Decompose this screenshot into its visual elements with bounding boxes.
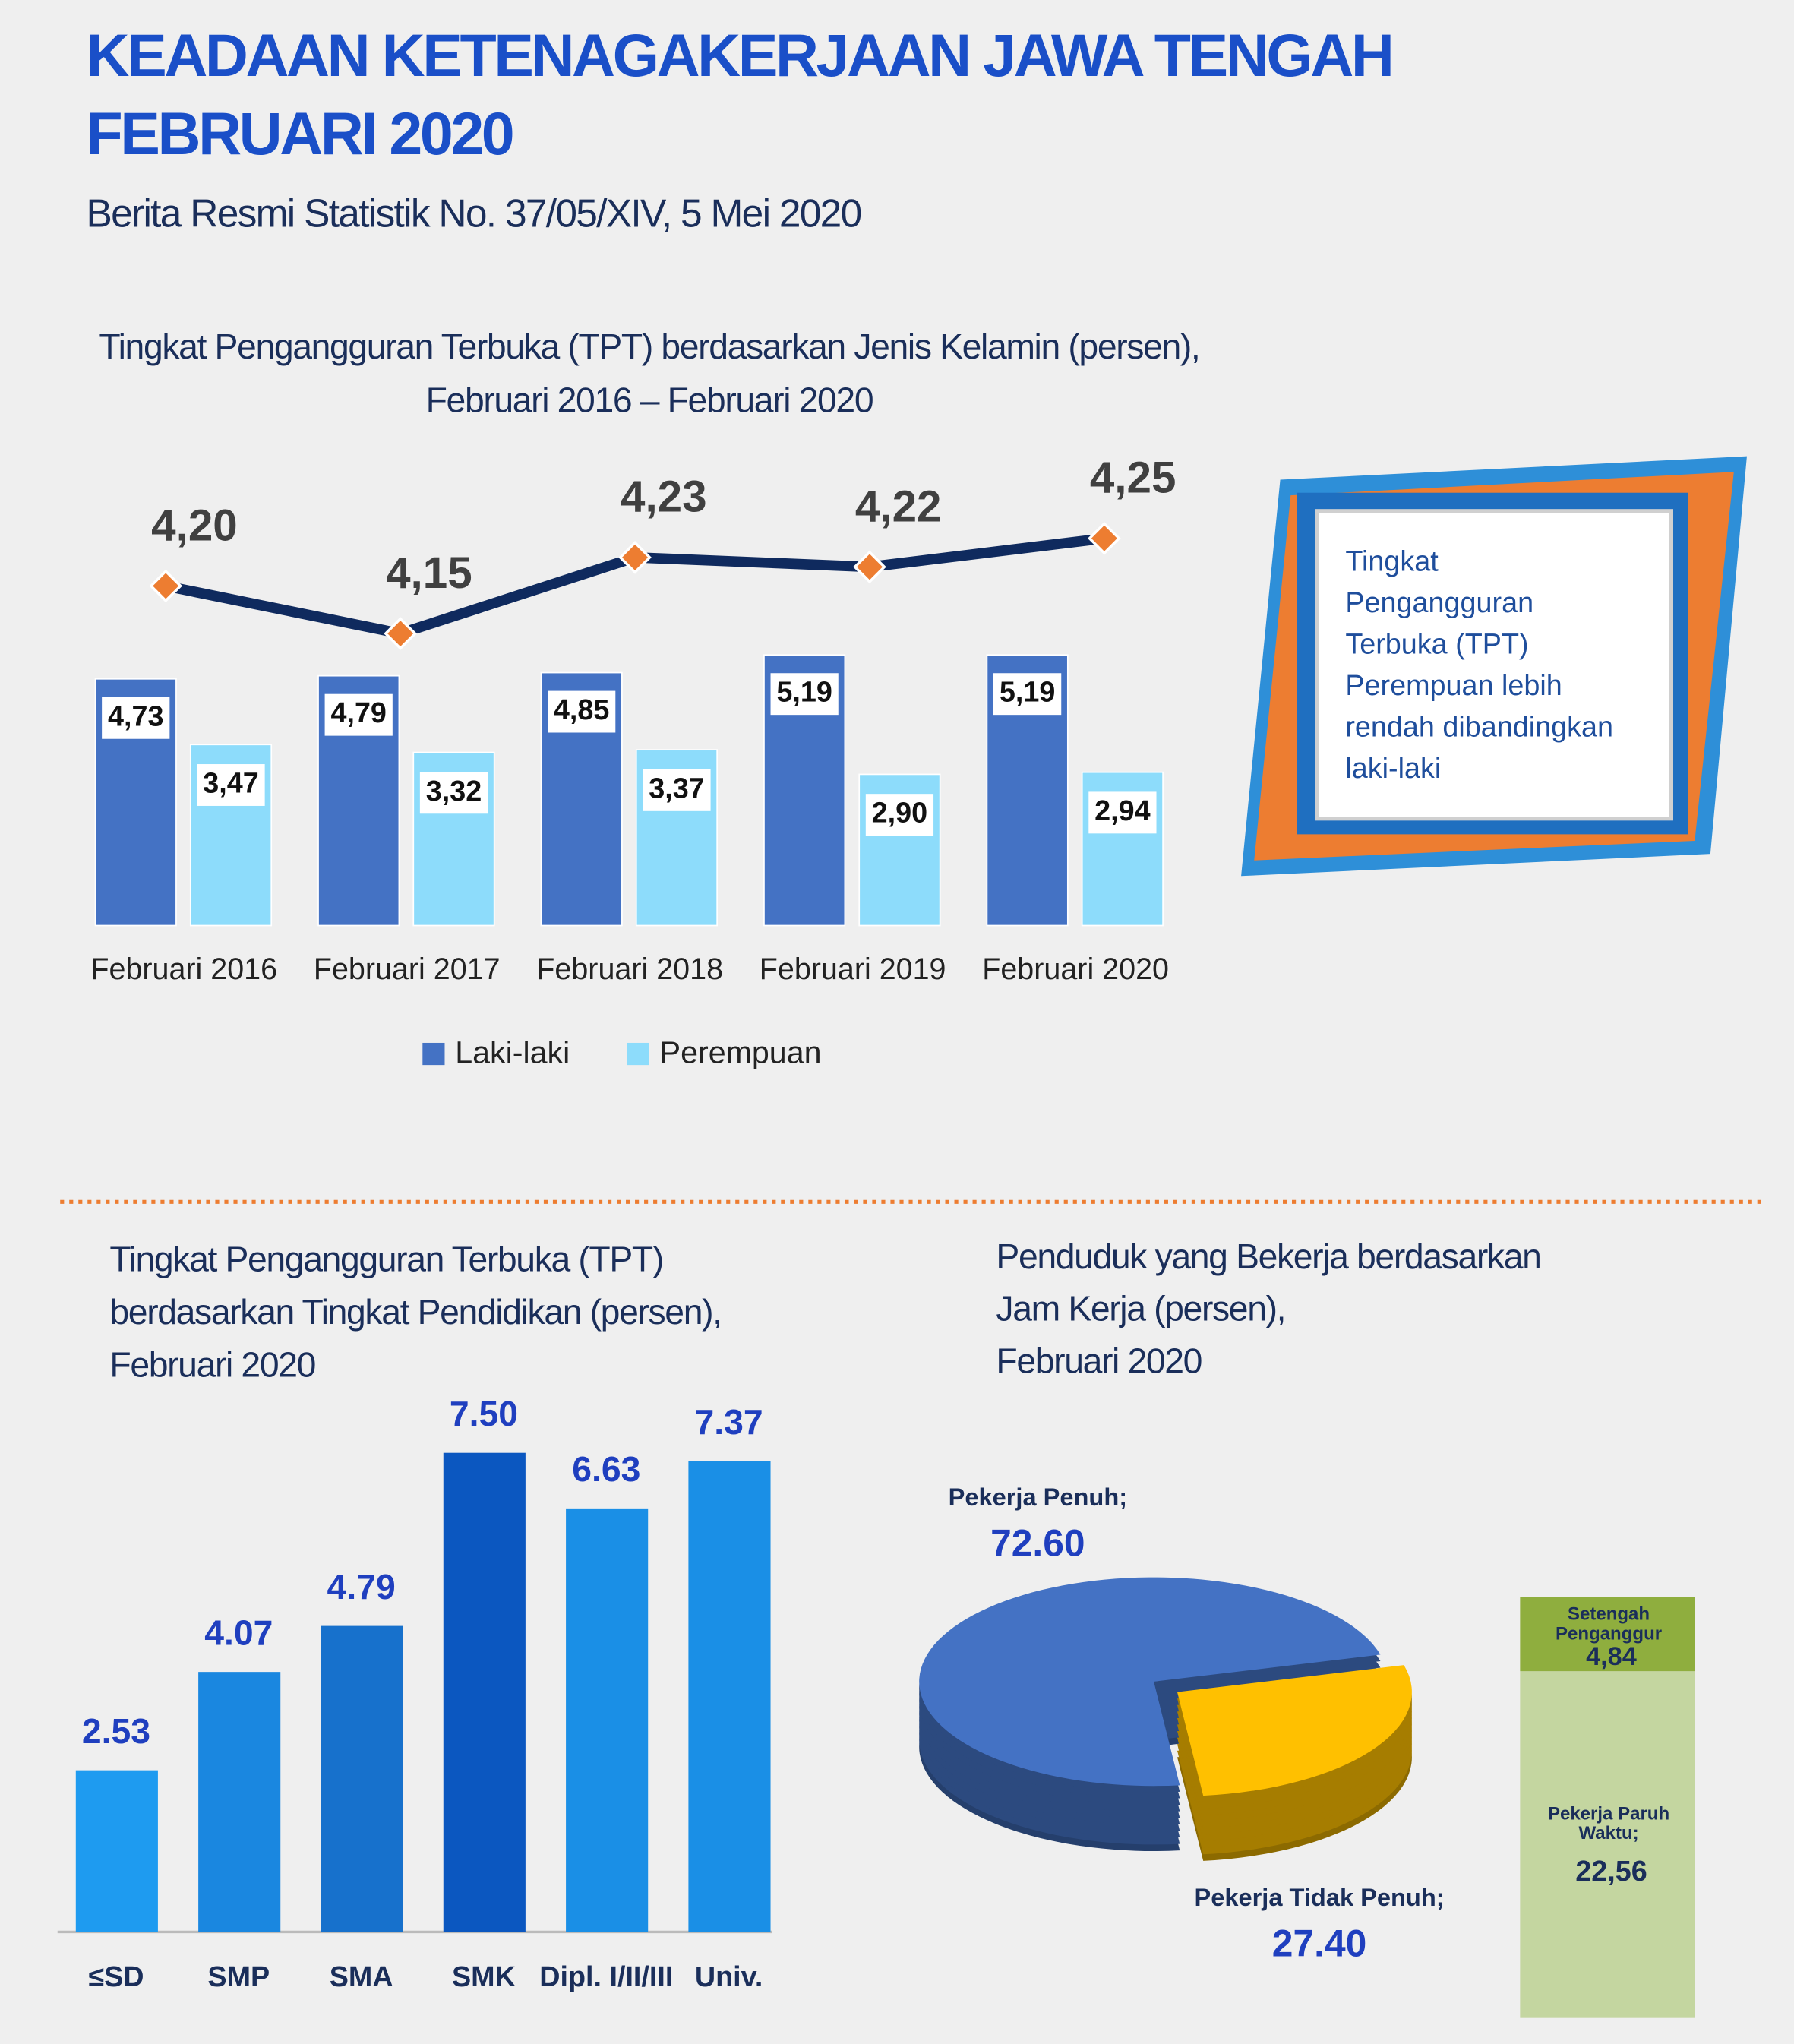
pie-value: 72.60 [990,1522,1085,1565]
x-tick-label: Univ. [695,1960,763,1992]
x-tick-label: Februari 2016 [90,952,277,986]
breakdown-segment [1520,1597,1695,1672]
data-label: 2.53 [82,1711,150,1751]
legend-swatch [627,1042,649,1066]
data-label: 5,19 [776,676,832,708]
pie-label: Pekerja Penuh; [949,1483,1128,1511]
line-marker [1088,521,1121,555]
bar [443,1452,526,1932]
data-label: 7.37 [695,1402,763,1442]
callout-box [1315,509,1673,821]
x-tick-label: SMA [330,1960,393,1992]
data-label: 4,15 [386,548,472,598]
data-label: 4,85 [554,693,609,725]
pie-label: Pekerja Tidak Penuh; [1195,1883,1445,1911]
chart-title: Februari 2016 – Februari 2020 [426,381,873,420]
breakdown-label: Waktu; [1578,1823,1638,1843]
breakdown-value: 4,84 [1586,1642,1637,1671]
data-label: 6.63 [572,1449,640,1489]
breakdown-segment [1520,1671,1695,2018]
legend-label: Laki-laki [455,1035,570,1069]
data-label: 2,94 [1094,795,1150,826]
chart-title: Jam Kerja (persen), [996,1289,1285,1328]
x-tick-label: ≤SD [88,1960,144,1992]
page-title: KEADAAN KETENAGAKERJAAN JAWA TENGAH [87,22,1392,89]
data-label-box [993,673,1062,716]
x-tick-label: Februari 2020 [982,952,1169,986]
data-label: 4.07 [204,1613,273,1652]
callout [1241,456,1747,877]
x-tick-label: Dipl. I/II/III [539,1960,673,1992]
callout-text: laki-laki [1345,752,1441,784]
line-marker [149,569,183,603]
data-label-box [548,690,616,733]
bar [688,1461,771,1932]
data-label: 7.50 [450,1394,518,1433]
x-tick-label: SMP [207,1960,270,1992]
breakdown-label: Pekerja Paruh [1548,1803,1669,1824]
callout-text: Terbuka (TPT) [1345,628,1528,660]
breakdown-value: 22,56 [1575,1855,1647,1887]
bar [75,1770,158,1932]
legend-label: Perempuan [660,1035,822,1069]
pie-value: 27.40 [1272,1922,1366,1964]
bar [321,1625,403,1932]
data-label: 4,79 [330,697,386,728]
chart-title: berdasarkan Tingkat Pendidikan (persen), [109,1292,721,1332]
pie-slice [1177,1665,1412,1796]
data-label: 3,32 [426,775,482,807]
x-tick-label: Februari 2019 [760,952,946,986]
data-label: 5,19 [1000,676,1055,708]
chart-title: Tingkat Pengangguran Terbuka (TPT) berda… [99,327,1199,366]
x-tick-label: Februari 2018 [536,952,723,986]
data-label-box [324,693,393,736]
data-label-box [770,673,839,716]
charts: Tingkat Pengangguran Terbuka (TPT) Perempua… [57,327,1695,2018]
breakdown-label: Penganggur [1556,1623,1662,1644]
pie-slice [919,1577,1381,1787]
line-marker [618,541,652,574]
callout-text: Perempuan lebih [1345,669,1562,701]
page-subtitle: Berita Resmi Statistik No. 37/05/XIV, 5 … [87,191,861,235]
data-label: 4,22 [855,482,942,531]
data-label: 2,90 [872,797,927,829]
line-marker [384,617,417,650]
data-label-box [865,794,934,836]
data-label: 4,20 [151,501,238,550]
bar [198,1672,281,1932]
bar [566,1508,649,1932]
page-title: FEBRUARI 2020 [87,100,513,167]
data-label-box [419,772,488,814]
legend-swatch [422,1042,445,1066]
data-label-box [1088,791,1157,834]
data-label-box [102,697,170,739]
data-label: 4.79 [327,1567,396,1606]
x-tick-label: SMK [452,1960,516,1992]
chart-title: Penduduk yang Bekerja berdasarkan [996,1237,1540,1276]
data-label: 4,23 [621,472,707,522]
callout-text: rendah dibandingkan [1345,711,1613,743]
chart-title: Tingkat Pengangguran Terbuka (TPT) [109,1240,662,1279]
data-label: 3,37 [649,772,704,804]
data-label: 3,47 [203,766,258,798]
data-label: 4,73 [108,700,163,731]
breakdown-label: Setengah [1568,1604,1650,1625]
chart-title: Februari 2020 [109,1345,315,1385]
chart-title: Februari 2020 [996,1341,1202,1380]
callout-text: Tingkat [1345,545,1439,577]
data-label: 4,25 [1090,453,1177,503]
data-label-box [197,764,265,806]
x-tick-label: Februari 2017 [314,952,501,986]
line-marker [853,550,886,584]
data-label-box [643,769,711,811]
callout-text: Pengangguran [1345,586,1533,618]
